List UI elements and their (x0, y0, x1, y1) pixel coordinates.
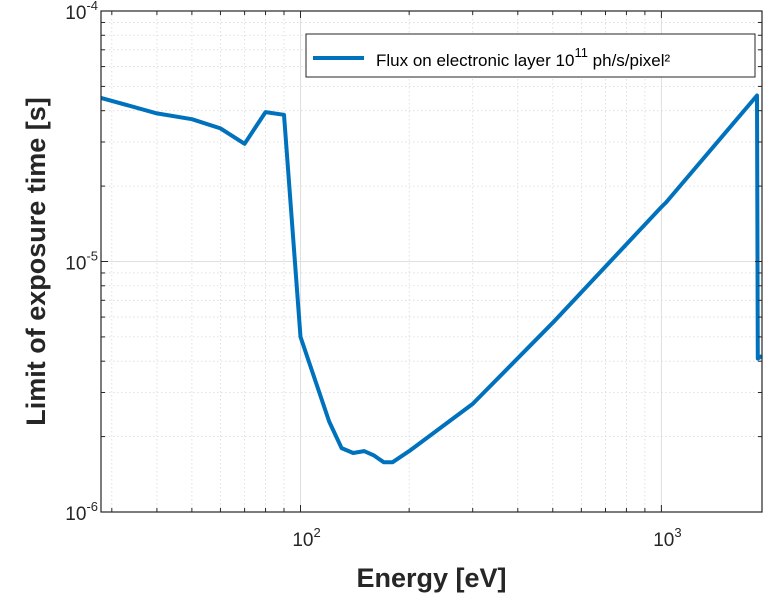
x-axis-label: Energy [eV] (356, 563, 506, 593)
series-line-0 (101, 93, 762, 465)
y-axis-label: Limit of exposure time [s] (21, 97, 51, 426)
legend-box (305, 33, 756, 78)
legend-label-suffix: ph/s/pixel² (588, 51, 671, 70)
legend-label-prefix: Flux on electronic layer 10 (376, 51, 574, 70)
plot-area (101, 93, 762, 465)
y-tick-label: 10-6 (65, 499, 98, 525)
y-tick-label: 10-4 (65, 0, 98, 24)
x-tick-label: 102 (292, 525, 320, 551)
ticks (101, 10, 762, 513)
grid (101, 11, 762, 512)
y-tick-label: 10-5 (65, 249, 98, 275)
x-tick-label: 103 (653, 525, 681, 551)
legend-label: Flux on electronic layer 1011 ph/s/pixel… (376, 45, 670, 70)
tick-labels: 102 103 10-6 10-5 10-4 (65, 0, 681, 551)
legend-label-exponent: 11 (574, 45, 588, 60)
legend: Flux on electronic layer 1011 ph/s/pixel… (305, 33, 756, 78)
